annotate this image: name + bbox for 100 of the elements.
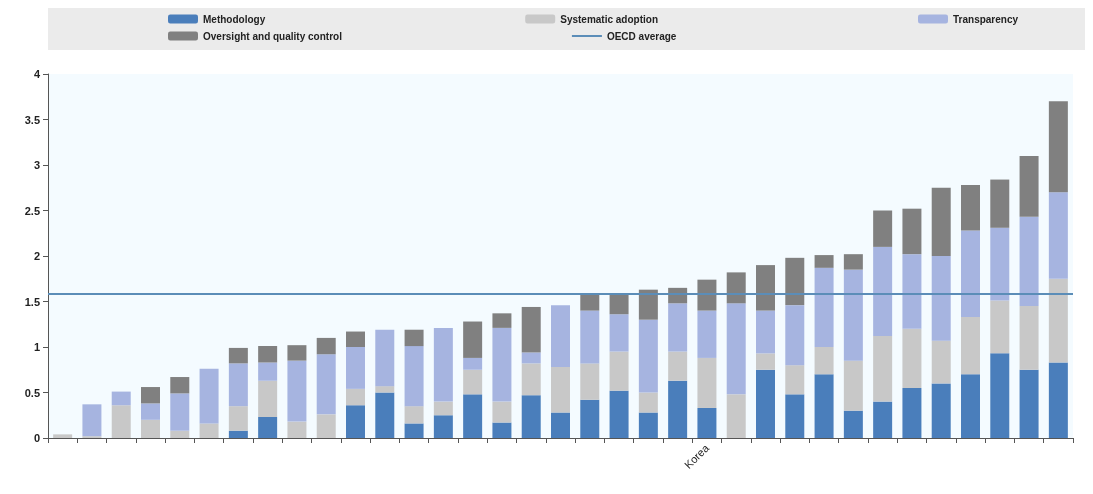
y-tick-label: 0.5 [24,386,40,399]
y-tick-label: 0 [33,432,40,444]
bar [726,394,746,438]
bar [551,412,570,438]
bar [258,417,278,438]
bar [170,377,190,394]
bar [638,319,658,393]
bar [375,329,395,387]
bar [228,347,248,364]
bar [756,265,775,311]
bar [990,179,1010,228]
bar [346,388,365,406]
bar [551,367,570,413]
bar [873,246,893,337]
bar [961,185,980,231]
y-tick-label: 4 [33,68,41,80]
legend-label: OECD average [606,30,677,42]
bar [404,423,424,438]
bar [756,369,775,438]
bar [814,374,834,438]
bar [1048,362,1068,438]
bar [873,401,893,438]
bar [814,255,834,268]
bar [902,254,922,329]
bar [228,363,248,407]
bar [668,380,688,438]
bar [697,279,717,311]
bar [346,347,365,389]
legend-label: Transparency [953,13,1019,25]
bar [228,430,248,438]
bar [492,401,512,423]
bar [990,300,1010,354]
bar [521,395,541,438]
bar [1019,306,1039,370]
bar [375,386,395,393]
bar [521,306,541,353]
bar [1048,192,1068,279]
bar [961,316,980,375]
bar [316,354,336,415]
bar [609,314,629,352]
bar [580,363,600,400]
bar [111,391,131,406]
y-tick-label: 2.5 [24,204,40,217]
bar [346,331,365,347]
bar [931,187,951,256]
bar [228,406,248,431]
bar [638,412,658,438]
bar [551,305,570,368]
bar [697,407,717,438]
bar [521,363,541,396]
bar [463,369,483,395]
y-tick-label: 1 [33,341,40,353]
bar [404,346,424,407]
bar [463,394,483,438]
bar [199,368,219,424]
bar [697,357,717,408]
bar [931,256,951,341]
bar [404,329,424,347]
bar [668,351,688,381]
bar [492,327,512,402]
bar [258,362,278,381]
bar [609,390,629,438]
bar [756,353,775,370]
bar [375,392,395,438]
bar [287,345,307,361]
bar [785,394,805,438]
bar [170,430,190,438]
bar [1048,101,1068,193]
bar [287,360,307,422]
bar [726,303,746,395]
bar [902,328,922,388]
bar [843,410,863,438]
bar [931,383,951,438]
bar [843,360,863,411]
bar [756,310,775,354]
bar [141,403,160,420]
bar [843,269,863,361]
bar [990,353,1010,438]
y-tick-label: 3.5 [24,113,40,126]
bar [433,401,453,416]
bar [726,272,746,304]
bar [873,336,893,402]
bar [433,415,453,438]
bar [873,210,893,247]
bar [814,347,834,375]
bar [931,340,951,384]
bar [843,254,863,270]
y-tick-label: 3 [33,159,40,171]
bar [1019,155,1039,217]
bar [199,423,219,438]
bar [990,227,1010,301]
bar [258,380,278,418]
bar [433,327,453,402]
bar [580,399,600,438]
bar [902,387,922,438]
bar [170,393,190,431]
bar [492,422,512,438]
bar [785,365,805,395]
bar [785,305,805,366]
legend-label: Methodology [203,13,266,25]
